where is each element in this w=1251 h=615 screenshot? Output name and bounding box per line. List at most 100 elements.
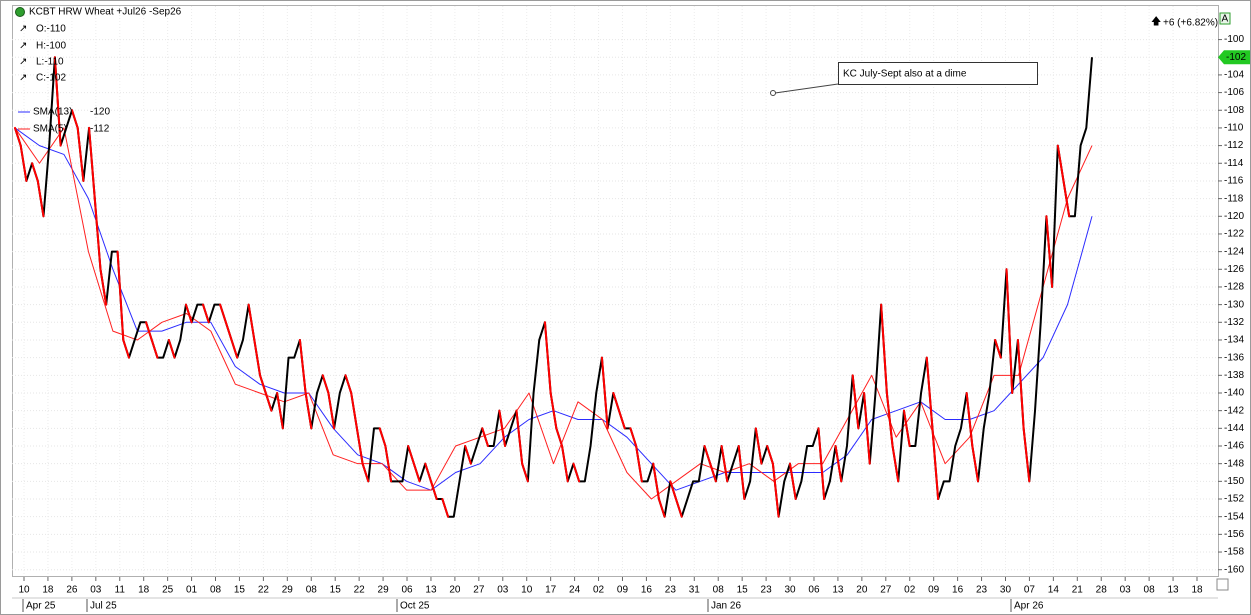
y-tick-label: -104: [1224, 70, 1244, 81]
ohlc-label: C:-102: [36, 73, 66, 84]
y-tick-label: -124: [1224, 246, 1244, 257]
price-down-segment: [464, 445, 472, 465]
last-price-marker: [1218, 50, 1250, 65]
y-tick-label: -136: [1224, 352, 1244, 363]
price-down-segment: [344, 374, 353, 394]
price-down-segment: [304, 391, 313, 430]
price-down-segment: [99, 268, 108, 306]
price-down-segment: [652, 462, 660, 501]
price-down-segment: [817, 427, 826, 501]
price-down-segment: [93, 197, 102, 271]
price-down-segment: [298, 338, 307, 394]
price-down-segment: [754, 427, 763, 465]
price-down-segment: [202, 303, 210, 324]
x-tick-label: 08: [210, 585, 222, 596]
price-down-segment: [1022, 427, 1031, 483]
x-tick-label: 08: [306, 585, 318, 596]
y-tick-label: -134: [1224, 335, 1244, 346]
price-down-segment: [1005, 268, 1014, 394]
price-down-segment: [612, 391, 621, 412]
y-tick-label: -132: [1224, 317, 1244, 328]
price-down-segment: [412, 462, 421, 483]
y-tick-label: -146: [1224, 441, 1244, 452]
x-tick-label: 23: [761, 585, 773, 596]
annotation-box: [838, 62, 1038, 85]
y-tick-label: -128: [1224, 282, 1244, 293]
price-down-segment: [931, 427, 940, 501]
x-tick-label: 02: [593, 585, 605, 596]
status-icon: [15, 7, 25, 17]
price-down-segment: [549, 391, 558, 430]
legend-icon: ↗: [19, 73, 27, 84]
price-down-segment: [1056, 144, 1065, 182]
ohlc-label: L:-110: [36, 57, 64, 68]
price-down-segment: [384, 445, 393, 483]
price-down-segment: [407, 445, 415, 465]
price-down-segment: [891, 445, 900, 483]
price-down-segment: [675, 498, 683, 518]
x-tick-label: 15: [737, 585, 749, 596]
x-tick-label: 18: [42, 585, 54, 596]
price-down-segment: [361, 462, 370, 483]
price-down-segment: [14, 126, 22, 147]
chart-title: KCBT HRW Wheat +Jul26 -Sep26: [29, 7, 182, 18]
annotation-text: KC July-Sept also at a dime: [843, 69, 967, 80]
x-tick-label: 02: [904, 585, 916, 596]
price-down-segment: [327, 391, 336, 430]
x-tick-label: 25: [162, 585, 174, 596]
x-tick-label: 20: [449, 585, 461, 596]
y-tick-label: -148: [1224, 458, 1244, 469]
price-down-segment: [378, 427, 387, 448]
price-down-segment: [885, 391, 894, 448]
auto-scale-label: A: [1222, 14, 1229, 25]
auto-scale-button[interactable]: [1219, 12, 1231, 25]
x-tick-label: 14: [1048, 585, 1060, 596]
y-tick-label: -138: [1224, 370, 1244, 381]
y-tick-label: -120: [1224, 211, 1244, 222]
price-down-segment: [971, 445, 980, 483]
y-tick-label: -100: [1224, 34, 1244, 45]
x-tick-label: 23: [665, 585, 677, 596]
y-tick-label: -108: [1224, 105, 1244, 116]
price-down-segment: [247, 303, 256, 341]
y-tick-label: -130: [1224, 299, 1244, 310]
plot-area: [12, 5, 1219, 577]
price-down-segment: [424, 462, 432, 483]
x-tick-label: 18: [138, 585, 150, 596]
price-down-segment: [515, 409, 524, 465]
price-down-segment: [1016, 338, 1025, 430]
price-down-segment: [994, 338, 1002, 359]
price-down-segment: [737, 445, 746, 501]
x-tick-label: 06: [808, 585, 820, 596]
price-down-segment: [1062, 179, 1071, 218]
price-down-segment: [788, 462, 797, 501]
x-tick-label: 21: [1072, 585, 1084, 596]
x-tick-label: 28: [1096, 585, 1108, 596]
price-down-segment: [122, 338, 130, 359]
y-tick-label: -154: [1224, 511, 1244, 522]
month-label: Jul 25: [90, 601, 117, 612]
x-tick-label: 23: [976, 585, 988, 596]
price-down-segment: [88, 126, 96, 200]
y-tick-label: -114: [1224, 158, 1244, 169]
price-down-segment: [230, 338, 239, 359]
price-down-segment: [150, 338, 159, 359]
y-tick-label: -112: [1224, 140, 1244, 151]
price-down-segment: [19, 144, 28, 182]
y-tick-label: -142: [1224, 405, 1244, 416]
price-down-segment: [481, 427, 489, 448]
y-tick-label: -156: [1224, 529, 1244, 540]
corner-button[interactable]: [1216, 578, 1229, 591]
x-tick-label: 03: [90, 585, 102, 596]
legend-icon: ↗: [19, 41, 27, 52]
y-tick-label: -140: [1224, 388, 1244, 399]
x-tick-label: 29: [378, 585, 390, 596]
price-down-segment: [521, 462, 529, 483]
price-down-segment: [635, 445, 643, 483]
price-down-segment: [902, 409, 911, 448]
change-arrow: 🡅: [1151, 16, 1161, 28]
price-down-segment: [561, 445, 569, 483]
last-price-label: -102: [1226, 52, 1246, 63]
x-tick-label: 13: [425, 585, 437, 596]
